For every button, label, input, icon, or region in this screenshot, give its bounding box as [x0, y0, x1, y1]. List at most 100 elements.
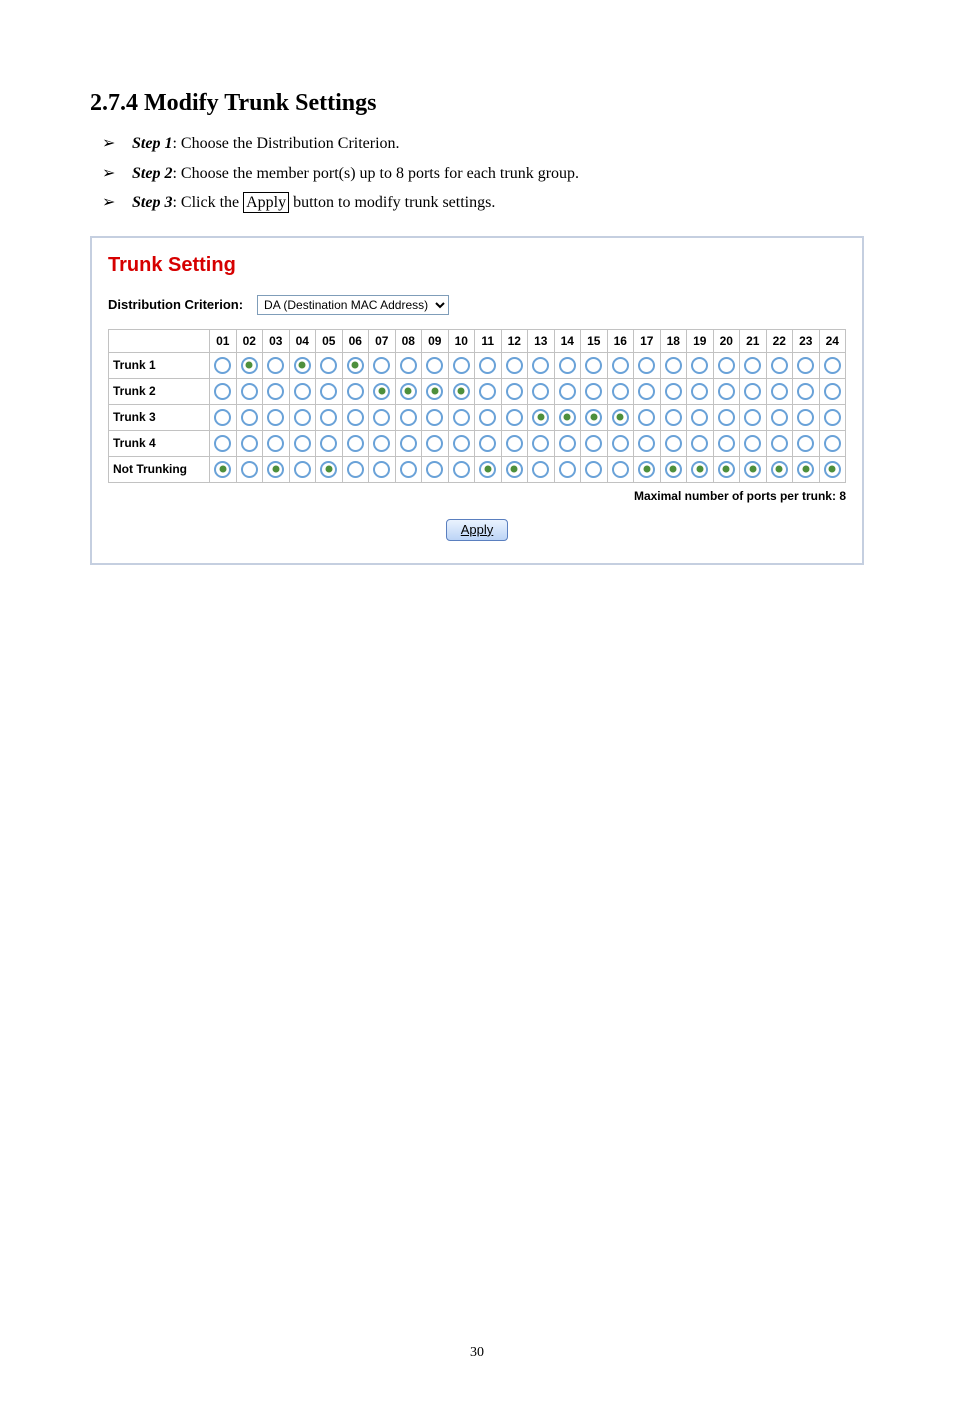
port-radio[interactable] — [479, 383, 496, 400]
port-radio[interactable] — [797, 435, 814, 452]
port-radio[interactable] — [638, 383, 655, 400]
port-radio[interactable] — [824, 461, 841, 478]
port-radio[interactable] — [559, 435, 576, 452]
port-radio[interactable] — [373, 383, 390, 400]
port-radio[interactable] — [347, 383, 364, 400]
port-radio[interactable] — [691, 383, 708, 400]
port-radio[interactable] — [373, 435, 390, 452]
port-radio[interactable] — [453, 357, 470, 374]
port-radio[interactable] — [347, 357, 364, 374]
port-radio[interactable] — [585, 357, 602, 374]
port-radio[interactable] — [400, 357, 417, 374]
port-radio[interactable] — [214, 409, 231, 426]
port-radio[interactable] — [532, 357, 549, 374]
port-radio[interactable] — [267, 461, 284, 478]
port-radio[interactable] — [824, 435, 841, 452]
port-radio[interactable] — [718, 461, 735, 478]
port-radio[interactable] — [718, 383, 735, 400]
port-radio[interactable] — [373, 357, 390, 374]
port-radio[interactable] — [744, 435, 761, 452]
port-radio[interactable] — [532, 435, 549, 452]
distribution-criterion-select[interactable]: DA (Destination MAC Address) — [257, 295, 449, 315]
port-radio[interactable] — [294, 357, 311, 374]
port-radio[interactable] — [797, 357, 814, 374]
port-radio[interactable] — [479, 357, 496, 374]
port-radio[interactable] — [612, 357, 629, 374]
port-radio[interactable] — [453, 409, 470, 426]
port-radio[interactable] — [691, 461, 708, 478]
port-radio[interactable] — [824, 357, 841, 374]
port-radio[interactable] — [214, 383, 231, 400]
port-radio[interactable] — [294, 383, 311, 400]
port-radio[interactable] — [506, 383, 523, 400]
port-radio[interactable] — [585, 409, 602, 426]
port-radio[interactable] — [744, 383, 761, 400]
port-radio[interactable] — [824, 409, 841, 426]
port-radio[interactable] — [691, 357, 708, 374]
port-radio[interactable] — [241, 383, 258, 400]
port-radio[interactable] — [320, 409, 337, 426]
port-radio[interactable] — [585, 461, 602, 478]
port-radio[interactable] — [267, 435, 284, 452]
port-radio[interactable] — [824, 383, 841, 400]
port-radio[interactable] — [612, 461, 629, 478]
port-radio[interactable] — [532, 409, 549, 426]
port-radio[interactable] — [267, 409, 284, 426]
port-radio[interactable] — [479, 409, 496, 426]
port-radio[interactable] — [612, 383, 629, 400]
port-radio[interactable] — [665, 435, 682, 452]
port-radio[interactable] — [400, 461, 417, 478]
port-radio[interactable] — [771, 435, 788, 452]
port-radio[interactable] — [771, 409, 788, 426]
port-radio[interactable] — [718, 435, 735, 452]
port-radio[interactable] — [612, 409, 629, 426]
port-radio[interactable] — [320, 383, 337, 400]
port-radio[interactable] — [241, 461, 258, 478]
port-radio[interactable] — [638, 435, 655, 452]
port-radio[interactable] — [638, 461, 655, 478]
port-radio[interactable] — [559, 357, 576, 374]
port-radio[interactable] — [691, 409, 708, 426]
port-radio[interactable] — [771, 357, 788, 374]
port-radio[interactable] — [267, 383, 284, 400]
port-radio[interactable] — [320, 357, 337, 374]
port-radio[interactable] — [506, 461, 523, 478]
port-radio[interactable] — [426, 383, 443, 400]
port-radio[interactable] — [559, 461, 576, 478]
port-radio[interactable] — [347, 461, 364, 478]
port-radio[interactable] — [744, 357, 761, 374]
port-radio[interactable] — [665, 383, 682, 400]
port-radio[interactable] — [373, 409, 390, 426]
port-radio[interactable] — [453, 383, 470, 400]
port-radio[interactable] — [294, 409, 311, 426]
apply-button[interactable]: Apply — [446, 519, 509, 541]
port-radio[interactable] — [347, 409, 364, 426]
port-radio[interactable] — [267, 357, 284, 374]
port-radio[interactable] — [718, 357, 735, 374]
port-radio[interactable] — [426, 409, 443, 426]
port-radio[interactable] — [347, 435, 364, 452]
port-radio[interactable] — [665, 357, 682, 374]
port-radio[interactable] — [214, 357, 231, 374]
port-radio[interactable] — [559, 383, 576, 400]
port-radio[interactable] — [744, 461, 761, 478]
port-radio[interactable] — [665, 409, 682, 426]
port-radio[interactable] — [718, 409, 735, 426]
port-radio[interactable] — [612, 435, 629, 452]
port-radio[interactable] — [294, 461, 311, 478]
port-radio[interactable] — [559, 409, 576, 426]
port-radio[interactable] — [453, 461, 470, 478]
port-radio[interactable] — [797, 461, 814, 478]
port-radio[interactable] — [771, 461, 788, 478]
port-radio[interactable] — [665, 461, 682, 478]
port-radio[interactable] — [771, 383, 788, 400]
port-radio[interactable] — [426, 357, 443, 374]
port-radio[interactable] — [453, 435, 470, 452]
port-radio[interactable] — [797, 409, 814, 426]
port-radio[interactable] — [744, 409, 761, 426]
port-radio[interactable] — [638, 357, 655, 374]
port-radio[interactable] — [506, 409, 523, 426]
port-radio[interactable] — [400, 383, 417, 400]
port-radio[interactable] — [479, 435, 496, 452]
port-radio[interactable] — [294, 435, 311, 452]
